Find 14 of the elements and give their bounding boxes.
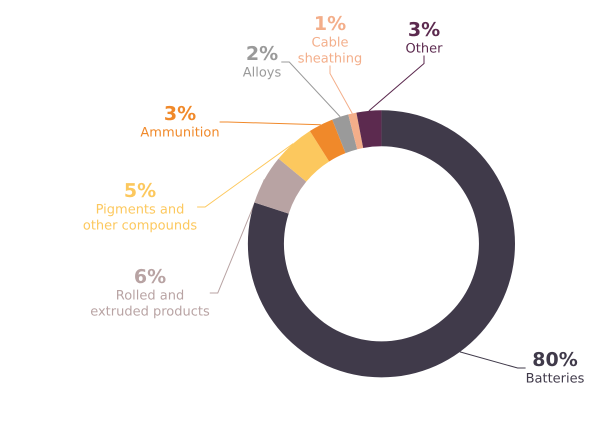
slice-label: Alloys [242,66,282,80]
data-label: 3% [164,103,196,125]
slice-label: Cable sheathing [298,36,362,66]
data-label: 3% [408,19,440,41]
data-label: 5% [124,180,156,202]
slice-label: Pigments and other compounds [82,202,198,234]
data-label: 2% [246,43,278,65]
data-label: 1% [314,13,346,35]
data-label: 80% [532,349,578,371]
slice-label: Rolled and extruded products [90,288,210,320]
slice-label: Batteries [526,372,585,386]
slice-label: Ammunition [140,126,220,140]
slice-label: Other [406,42,444,56]
data-label: 6% [134,266,166,288]
